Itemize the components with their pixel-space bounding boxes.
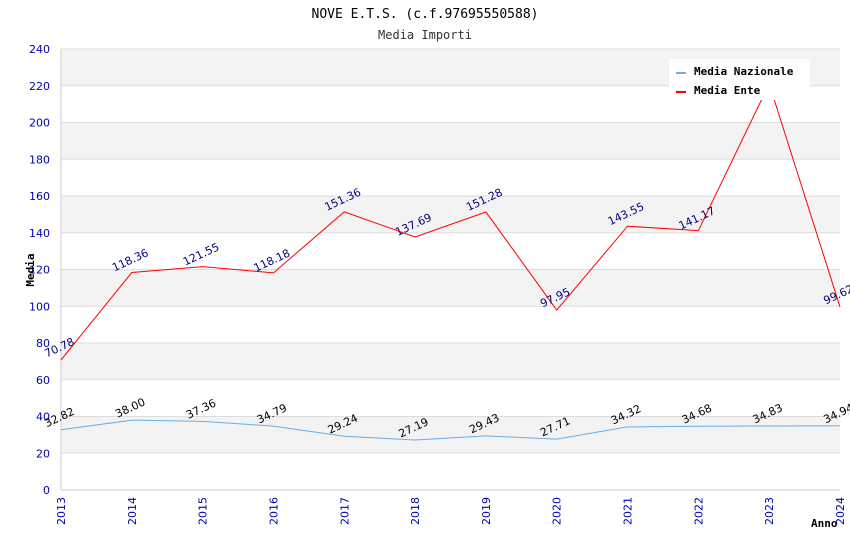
chart-subtitle: Media Importi bbox=[378, 28, 472, 42]
x-axis-ticks: 2013 2014 2015 2016 2017 2018 2019 2020 2021 2022… bbox=[55, 497, 847, 525]
x-axis-title: Anno bbox=[811, 517, 838, 530]
y-tick-label: 20 bbox=[36, 447, 50, 460]
legend: Media Nazionale Media Ente bbox=[669, 59, 810, 100]
x-tick-label: 2014 bbox=[126, 497, 139, 525]
x-tick-label: 2024 bbox=[834, 497, 847, 525]
data-label: 121.55 bbox=[181, 240, 221, 268]
x-tick-label: 2020 bbox=[551, 497, 564, 525]
y-tick-label: 160 bbox=[29, 190, 50, 203]
x-tick-label: 2023 bbox=[763, 497, 776, 525]
y-axis-ticks: 0 20 40 60 80 100 120 140 160 180 200 220 240 bbox=[29, 43, 50, 497]
y-tick-label: 240 bbox=[29, 43, 50, 56]
series-line-media-ente bbox=[60, 82, 841, 361]
y-tick-label: 40 bbox=[36, 411, 50, 424]
chart-title: NOVE E.T.S. (c.f.97695550588) bbox=[312, 7, 539, 22]
y-tick-label: 0 bbox=[43, 484, 50, 497]
grid-band bbox=[61, 343, 840, 380]
grid-band bbox=[61, 196, 840, 233]
y-tick-label: 60 bbox=[36, 374, 50, 387]
x-tick-label: 2022 bbox=[692, 497, 705, 525]
y-axis-title: Media bbox=[24, 253, 37, 286]
y-tick-label: 120 bbox=[29, 264, 50, 277]
y-tick-label: 80 bbox=[36, 337, 50, 350]
x-tick-label: 2021 bbox=[622, 497, 635, 525]
grid-band bbox=[61, 122, 840, 160]
legend-box bbox=[669, 59, 810, 100]
grid-bands bbox=[61, 49, 840, 454]
x-tick-label: 2018 bbox=[409, 497, 422, 525]
x-tick-label: 2013 bbox=[55, 497, 68, 525]
grid-band bbox=[61, 269, 840, 307]
legend-label-media-nazionale: Media Nazionale bbox=[694, 65, 794, 78]
grid-lines bbox=[61, 48, 840, 491]
data-labels: 32.82 38.00 37.36 34.79 29.24 27.19 29.43 27.71… bbox=[42, 64, 850, 440]
x-tick-label: 2015 bbox=[197, 497, 210, 525]
series-lines bbox=[60, 82, 841, 441]
series-line-media-nazionale bbox=[60, 419, 841, 441]
grid-band bbox=[61, 416, 840, 454]
y-tick-label: 140 bbox=[29, 227, 50, 240]
x-tick-label: 2017 bbox=[338, 497, 351, 525]
x-tick-label: 2019 bbox=[480, 497, 493, 525]
y-tick-label: 200 bbox=[29, 117, 50, 130]
x-tick-label: 2016 bbox=[267, 497, 280, 525]
legend-label-media-ente: Media Ente bbox=[694, 84, 761, 97]
y-tick-label: 180 bbox=[29, 153, 50, 166]
y-tick-label: 100 bbox=[29, 300, 50, 313]
y-tick-label: 220 bbox=[29, 80, 50, 93]
